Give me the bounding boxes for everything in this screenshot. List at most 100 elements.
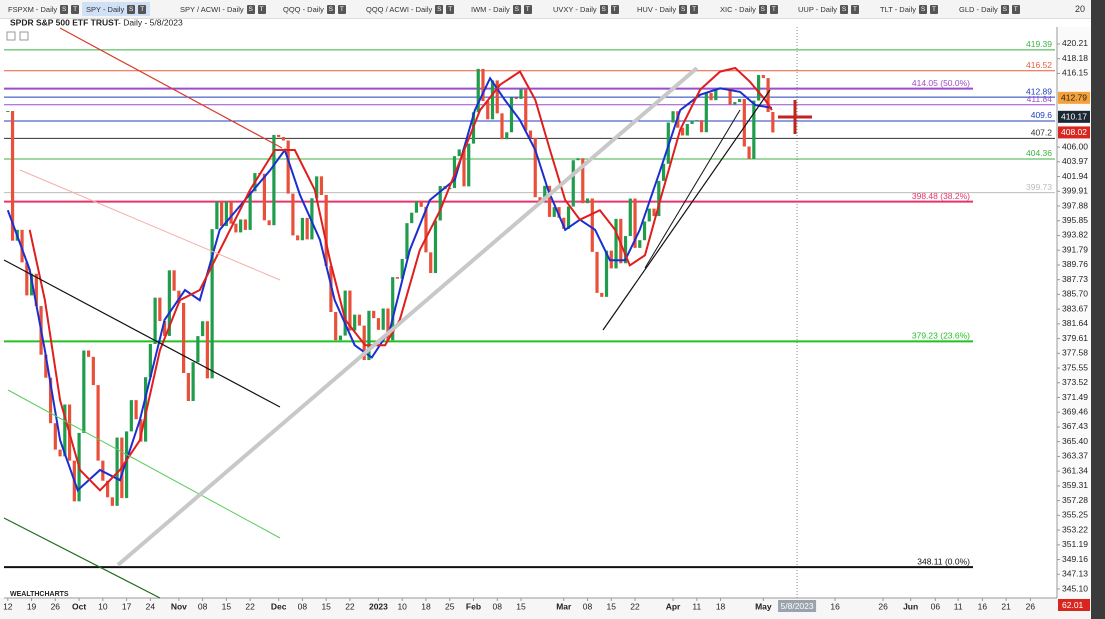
tab-label[interactable]: SPY / ACWI - Daily: [180, 4, 244, 14]
tab[interactable]: UVXY - Daily S T: [549, 2, 623, 16]
candle: [571, 160, 575, 207]
trendline: [19, 169, 281, 281]
tab-label[interactable]: UUP - Daily: [798, 4, 838, 14]
candle: [329, 265, 333, 313]
tab-button[interactable]: S: [918, 4, 927, 14]
tab-button[interactable]: S: [512, 4, 521, 14]
y-tick-label: 416.15: [1062, 68, 1088, 78]
tab-label[interactable]: TLT - Daily: [880, 4, 916, 14]
tab-button[interactable]: S: [679, 4, 688, 14]
tab-label[interactable]: IWM - Daily: [471, 4, 510, 14]
tab-button[interactable]: S: [840, 4, 849, 14]
candle: [262, 173, 266, 221]
tab-button[interactable]: S: [435, 4, 444, 14]
side-bar: [1091, 0, 1105, 619]
y-tick-label: 345.10: [1062, 583, 1088, 593]
x-tick-label: 22: [345, 601, 355, 611]
tab-label[interactable]: FSPXM - Daily: [8, 4, 58, 14]
x-tick-label: 22: [245, 601, 255, 611]
tab[interactable]: TLT - Daily S T: [876, 2, 942, 16]
y-tick-label: 369.46: [1062, 406, 1088, 416]
x-tick-label: 22: [630, 601, 640, 611]
collapse-button[interactable]: [6, 31, 16, 41]
tab-label[interactable]: UVXY - Daily: [553, 4, 597, 14]
candle: [614, 218, 618, 269]
tab-button[interactable]: T: [523, 4, 532, 14]
tab-button[interactable]: S: [599, 4, 608, 14]
tab[interactable]: IWM - Daily S T: [467, 2, 536, 16]
zoom-control[interactable]: 20: [1074, 4, 1085, 14]
tab-label[interactable]: QQQ / ACWI - Daily: [366, 4, 433, 14]
x-tick-label: Dec: [271, 601, 287, 611]
candle: [163, 321, 167, 336]
level-label: 414.05 (50.0%): [912, 78, 970, 88]
tab-label[interactable]: SPY - Daily: [86, 4, 125, 14]
candle: [538, 197, 542, 202]
candle: [690, 120, 694, 124]
tab[interactable]: SPY - Daily S T: [82, 2, 151, 16]
candle: [747, 146, 751, 159]
tab[interactable]: QQQ / ACWI - Daily S T: [362, 2, 458, 16]
candle: [148, 343, 152, 378]
candle: [357, 314, 362, 326]
tab-label[interactable]: QQQ - Daily: [283, 4, 324, 14]
tab-button[interactable]: T: [71, 4, 80, 14]
candle: [633, 198, 637, 248]
tab-label[interactable]: GLD - Daily: [959, 4, 998, 14]
chart-title: SPDR S&P 500 ETF TRUST: [10, 17, 120, 27]
y-tick-label: 383.67: [1062, 303, 1088, 313]
candle: [756, 75, 761, 101]
candle: [723, 87, 727, 89]
candle: [234, 223, 238, 233]
tab[interactable]: FSPXM - Daily S T: [4, 2, 83, 16]
drawings: [3, 27, 771, 599]
tab-button[interactable]: S: [758, 4, 767, 14]
tab-button[interactable]: T: [257, 4, 266, 14]
y-tick-label: 367.43: [1062, 421, 1088, 431]
tab-label[interactable]: HUV - Daily: [637, 4, 677, 14]
y-tick-label: 393.82: [1062, 230, 1088, 240]
tab-button[interactable]: S: [246, 4, 255, 14]
tab-button[interactable]: T: [610, 4, 619, 14]
tab-button[interactable]: S: [60, 4, 69, 14]
tab-button[interactable]: T: [446, 4, 455, 14]
tab-button[interactable]: T: [138, 4, 147, 14]
tab[interactable]: QQQ - Daily S T: [279, 2, 350, 16]
add-button[interactable]: [19, 31, 29, 41]
x-tick-label: 26: [1026, 601, 1036, 611]
candle: [771, 111, 775, 133]
tab-button[interactable]: S: [326, 4, 335, 14]
tab-button[interactable]: S: [1000, 4, 1009, 14]
tab-button[interactable]: T: [929, 4, 938, 14]
tab[interactable]: XIC - Daily S T: [716, 2, 782, 16]
tab-button[interactable]: T: [690, 4, 699, 14]
level-label: 379.23 (23.6%): [912, 331, 970, 341]
tab-button[interactable]: S: [127, 4, 136, 14]
crosshair-date-box: [778, 600, 817, 612]
chart-subtitle: - Daily - 5/8/2023: [118, 17, 183, 27]
candle: [528, 130, 533, 138]
candle: [414, 201, 419, 213]
candle: [205, 321, 209, 379]
x-tick-label: Apr: [666, 601, 681, 611]
tab[interactable]: HUV - Daily S T: [633, 2, 702, 16]
tab-button[interactable]: T: [851, 4, 860, 14]
x-tick-label: 10: [397, 601, 407, 611]
tab-button[interactable]: T: [769, 4, 778, 14]
trendline: [3, 259, 281, 408]
candle: [600, 292, 604, 297]
candle: [429, 252, 433, 274]
tab[interactable]: SPY / ACWI - Daily S T: [176, 2, 270, 16]
candle: [699, 120, 704, 133]
candle: [224, 201, 228, 227]
tab-button[interactable]: T: [337, 4, 346, 14]
x-tick-label: 24: [146, 601, 156, 611]
y-tick-label: 353.22: [1062, 524, 1088, 534]
x-tick-label: 08: [298, 601, 308, 611]
tab-label[interactable]: XIC - Daily: [720, 4, 756, 14]
candle: [167, 270, 171, 336]
trendline: [3, 517, 161, 599]
tab[interactable]: UUP - Daily S T: [794, 2, 863, 16]
tab[interactable]: GLD - Daily S T: [955, 2, 1024, 16]
tab-button[interactable]: T: [1011, 4, 1020, 14]
